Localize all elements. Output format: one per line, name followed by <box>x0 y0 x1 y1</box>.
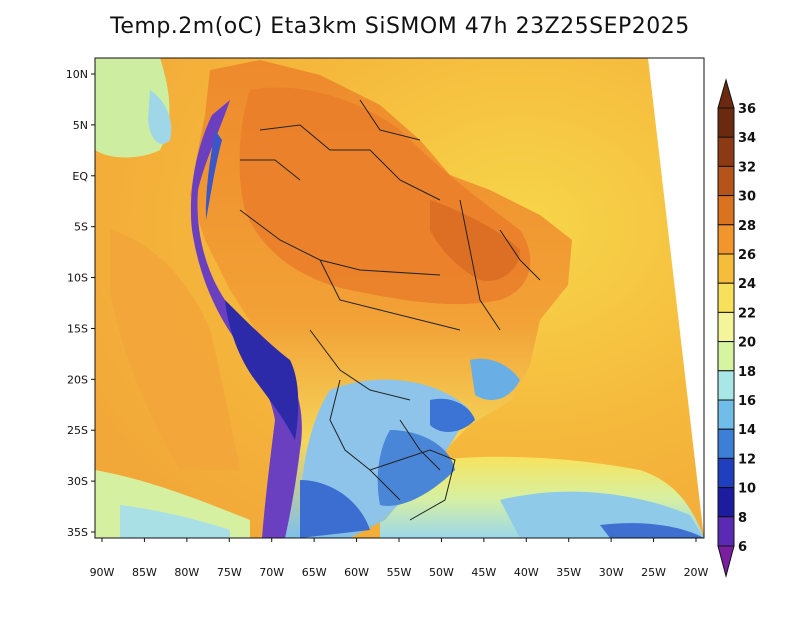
lon-tick-label: 85W <box>132 566 157 579</box>
colorbar-segment <box>717 487 735 518</box>
lat-tick-label: 15S <box>67 322 88 335</box>
colorbar-top-arrow <box>717 78 735 109</box>
lat-tick-label: 5N <box>73 119 88 132</box>
lon-tick-label: 35W <box>556 566 581 579</box>
lon-tick-label: 20W <box>684 566 709 579</box>
lat-tick-label: 25S <box>67 424 88 437</box>
colorbar-segment <box>717 107 735 138</box>
lat-tick-label: 35S <box>67 526 88 539</box>
colorbar-label: 36 <box>738 102 756 117</box>
colorbar-label: 22 <box>738 306 756 321</box>
colorbar-label: 32 <box>738 160 756 175</box>
colorbar-segment <box>717 341 735 372</box>
lat-tick-label: 30S <box>67 475 88 488</box>
colorbar-segment <box>717 370 735 401</box>
latitude-axis: 10N 5N EQ 5S 10S 15S 20S 25S 30S 35S <box>66 68 95 539</box>
lon-tick-label: 45W <box>471 566 496 579</box>
colorbar: 36 34 32 30 28 26 24 22 20 18 16 14 12 10 8 6 <box>717 78 756 578</box>
lon-tick-label: 25W <box>641 566 666 579</box>
colorbar-bottom-arrow <box>717 545 735 578</box>
lat-tick-label: 5S <box>74 221 88 234</box>
lat-tick-label: 10S <box>67 272 88 285</box>
lon-tick-label: 70W <box>259 566 284 579</box>
colorbar-segment <box>717 136 735 167</box>
colorbar-label: 24 <box>738 277 756 292</box>
lon-tick-label: 40W <box>514 566 539 579</box>
colorbar-segment <box>717 399 735 430</box>
lon-tick-label: 30W <box>599 566 624 579</box>
colorbar-segment <box>717 282 735 313</box>
lon-tick-label: 55W <box>387 566 412 579</box>
pacific-warm-region <box>110 230 240 470</box>
colorbar-segment <box>717 516 735 547</box>
lon-tick-label: 60W <box>344 566 369 579</box>
colorbar-label: 28 <box>738 219 756 234</box>
colorbar-label: 20 <box>738 336 756 351</box>
colorbar-segment <box>717 165 735 197</box>
colorbar-label: 34 <box>738 131 756 146</box>
colorbar-label: 14 <box>738 423 756 438</box>
lon-tick-label: 80W <box>174 566 199 579</box>
lat-tick-label: 20S <box>67 373 88 386</box>
colorbar-label: 10 <box>738 482 756 497</box>
map-field <box>95 58 704 538</box>
lon-tick-label: 65W <box>302 566 327 579</box>
colorbar-segment <box>717 195 735 226</box>
colorbar-label: 6 <box>738 540 747 555</box>
lon-tick-label: 75W <box>217 566 242 579</box>
plot-title: Temp.2m(oC) Eta3km SiSMOM 47h 23Z25SEP20… <box>110 14 690 39</box>
colorbar-segment <box>717 457 735 489</box>
colorbar-segment <box>717 253 735 284</box>
colorbar-label: 12 <box>738 452 756 467</box>
longitude-axis: 90W 85W 80W 75W 70W 65W 60W 55W 50W 45W 40W 35W 30W 2… <box>90 538 709 579</box>
lat-tick-label: 10N <box>66 68 88 81</box>
colorbar-segment <box>717 311 735 343</box>
andes-cold-band <box>190 100 302 538</box>
colorbar-label: 26 <box>738 248 756 263</box>
colorbar-label: 30 <box>738 190 756 205</box>
colorbar-segment <box>717 428 735 459</box>
colorbar-label: 18 <box>738 365 756 380</box>
colorbar-label: 16 <box>738 394 756 409</box>
lon-tick-label: 90W <box>90 566 115 579</box>
colorbar-label: 8 <box>738 511 747 526</box>
lat-tick-label: EQ <box>72 170 88 183</box>
country-borders <box>239 99 541 521</box>
colorbar-segment <box>717 224 735 255</box>
lon-tick-label: 50W <box>429 566 454 579</box>
